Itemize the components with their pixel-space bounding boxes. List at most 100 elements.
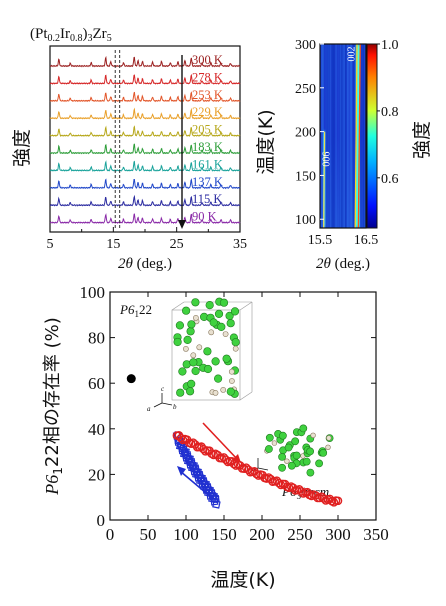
atom-pt-ir: [271, 440, 278, 446]
fraction-y-tick-label: 80: [88, 329, 105, 348]
xrd-temperature-labels: 300 K 278 K 253 K 229 K 205 K 183 K 161 K 137 K…: [192, 53, 223, 224]
atom-zr: [306, 468, 315, 477]
atom-pt-ir: [212, 389, 219, 396]
xrd-trace: [49, 125, 241, 138]
heating-arrow-head: [232, 454, 241, 463]
colorbar-tick-label: 0.6: [381, 172, 399, 187]
xrd-panel: (Pt0.2Ir0.8)3Zr5 強度 300 K 278 K 253 K 229 K…: [11, 26, 247, 272]
heatmap-streak: [329, 44, 332, 228]
atom-zr: [203, 364, 213, 374]
fraction-x-ticks: 0 50 100 150 200 250 300 350: [106, 292, 389, 544]
atom-pt-ir: [232, 345, 239, 352]
single-point: [126, 374, 136, 384]
fraction-panel: 0 20 40 60 80 100 0 50 100 150 200 250 300 350 P6122…: [42, 283, 389, 591]
atom-zr: [265, 433, 274, 442]
heatmap-streak: [362, 44, 365, 228]
heatmap-xlabel: 2θ (deg.): [316, 256, 370, 272]
heatmap-y-ticks: 100 150 200 250 300: [295, 38, 324, 228]
heatmap-streak: [364, 44, 365, 228]
atom-zr: [306, 447, 314, 456]
xrd-trace: [49, 178, 241, 190]
svg-text:c: c: [161, 385, 165, 393]
heating-point: [333, 496, 343, 506]
heatmap-streak: [338, 44, 340, 228]
heatmap-x-ticks: 15.5 16.5: [308, 233, 379, 248]
heatmap-y-tick-label: 150: [295, 169, 316, 184]
atom-pt-ir: [196, 344, 203, 351]
xrd-xlabel: 2θ (deg.): [118, 256, 172, 272]
xrd-temperature-label: 278 K: [192, 70, 223, 84]
heatmap-streak: [350, 44, 352, 228]
heatmap-streak: [346, 44, 348, 228]
atom-zr: [191, 298, 200, 307]
heating-point: [296, 487, 306, 496]
fraction-y-tick-label: 100: [80, 283, 106, 302]
atom-zr: [278, 463, 286, 472]
atom-zr: [176, 388, 185, 397]
heatmap-streak: [344, 44, 345, 228]
xrd-temperature-label: 300 K: [192, 53, 223, 67]
peak-line-002-glow: [353, 44, 363, 228]
heatmap-y-tick-label: 250: [295, 82, 316, 97]
heatmap-streak: [329, 44, 331, 228]
atom-zr: [186, 387, 195, 396]
fraction-x-tick-label: 150: [211, 525, 237, 544]
heating-point: [199, 444, 208, 454]
heating-point: [176, 433, 186, 443]
peak-line-002-b: [357, 44, 361, 228]
atom-zr: [175, 321, 184, 330]
colorbar-label: 強度: [411, 121, 433, 159]
fraction-y-tick-label: 0: [97, 511, 106, 530]
heating-point: [319, 494, 329, 503]
atom-zr: [219, 298, 229, 307]
fraction-ylabel: P6122相の存在率 (%): [42, 317, 65, 495]
heatmap-streak: [326, 44, 328, 228]
heatmap-streak: [325, 44, 328, 228]
atom-pt-ir: [182, 345, 189, 352]
atom-pt-ir: [190, 352, 197, 359]
heating-point: [329, 497, 339, 507]
heatmap-streak: [353, 44, 354, 228]
heatmap-frame: [319, 43, 367, 229]
xrd-trace: [49, 107, 241, 120]
xrd-trace: [49, 213, 241, 225]
heatmap-streak: [328, 44, 330, 228]
heating-series-red: [172, 430, 343, 507]
atom-pt-ir: [228, 368, 235, 375]
colorbar-tick-label: 1.0: [381, 38, 399, 53]
atom-zr: [264, 445, 273, 453]
fraction-x-tick-label: 200: [249, 525, 275, 544]
atom-zr: [226, 319, 235, 328]
heating-arrow: [202, 422, 239, 461]
peak-label-006: 006: [322, 152, 333, 167]
atom-pt-ir: [220, 386, 227, 393]
p6122-label: P6122: [119, 302, 152, 319]
xrd-dashed-markers: [114, 50, 121, 228]
heatmap-streak: [341, 44, 343, 228]
atom-zr: [287, 461, 296, 470]
xrd-trace: [49, 73, 241, 85]
atom-zr: [302, 457, 311, 466]
heatmap-streak: [332, 44, 333, 228]
fraction-x-tick-label: 100: [173, 525, 199, 544]
heatmap-streak: [328, 44, 330, 228]
heatmap-x-tick-label: 16.5: [354, 233, 379, 248]
atom-zr: [187, 320, 196, 329]
heatmap-streak: [336, 44, 337, 228]
heating-point: [252, 469, 261, 479]
heatmap-streak: [342, 44, 343, 228]
fraction-frame: [109, 291, 377, 521]
atom-zr: [278, 431, 287, 440]
colorbar-ticks: 0.6 0.8 1.0: [377, 38, 399, 187]
xrd-trace: [49, 160, 241, 172]
heatmap-streak: [340, 44, 343, 228]
atom-zr: [205, 301, 214, 310]
atom-zr: [315, 459, 323, 468]
heating-point: [274, 478, 284, 488]
atom-pt-ir: [310, 432, 316, 438]
heatmap-streak: [345, 44, 347, 228]
atom-zr: [182, 306, 191, 315]
xrd-trace: [49, 91, 241, 103]
peak-line-006: [323, 131, 326, 228]
